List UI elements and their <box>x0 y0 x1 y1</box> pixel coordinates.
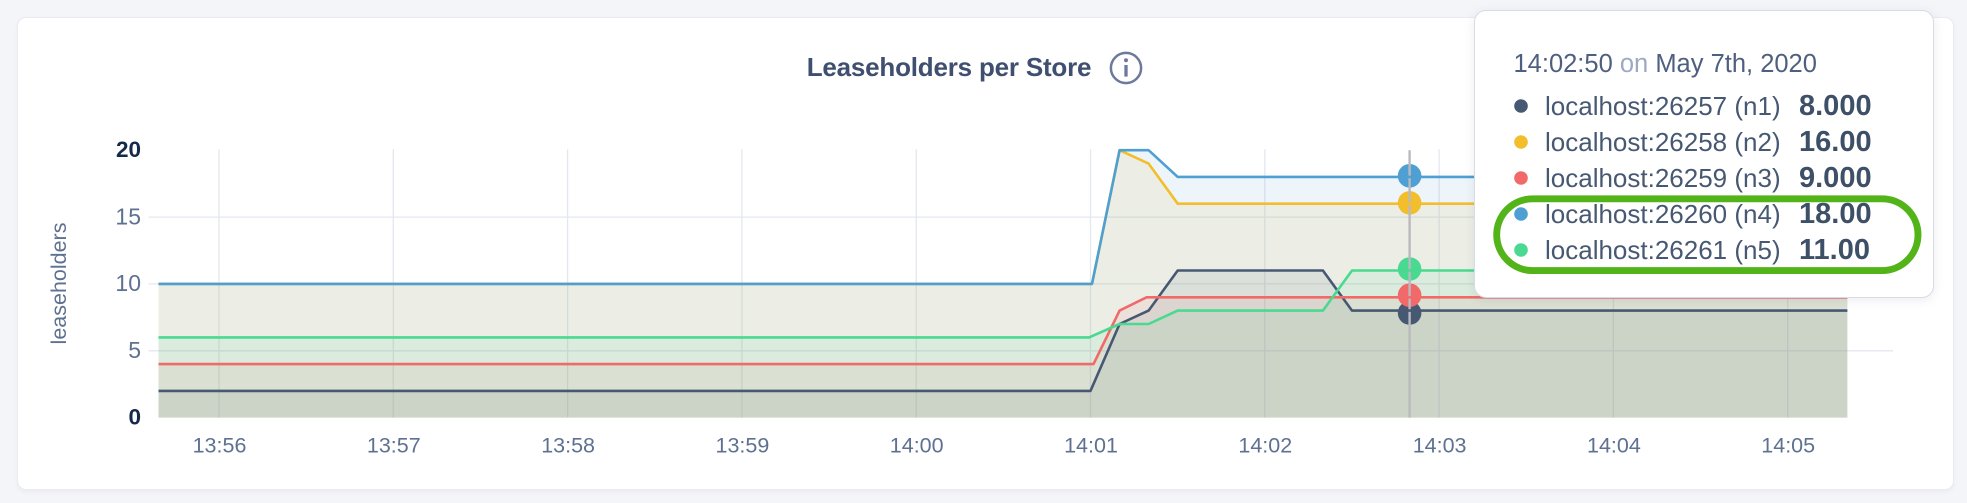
svg-text:10: 10 <box>115 270 141 296</box>
svg-text:15: 15 <box>115 203 141 229</box>
svg-text:localhost:26257 (n1): localhost:26257 (n1) <box>1545 91 1781 121</box>
svg-text:14:04: 14:04 <box>1587 434 1641 458</box>
svg-text:13:59: 13:59 <box>715 434 769 458</box>
svg-text:14:02:50 on May 7th, 2020: 14:02:50 on May 7th, 2020 <box>1514 50 1817 78</box>
svg-text:14:02: 14:02 <box>1238 434 1292 458</box>
svg-text:13:58: 13:58 <box>541 434 595 458</box>
svg-text:18.00: 18.00 <box>1799 198 1872 230</box>
svg-text:14:05: 14:05 <box>1761 434 1815 458</box>
svg-text:13:57: 13:57 <box>367 434 421 458</box>
svg-text:16.00: 16.00 <box>1799 126 1872 158</box>
svg-text:5: 5 <box>128 337 141 363</box>
svg-text:14:01: 14:01 <box>1064 434 1118 458</box>
svg-text:13:56: 13:56 <box>193 434 247 458</box>
svg-text:0: 0 <box>128 404 141 429</box>
svg-text:14:00: 14:00 <box>890 434 944 458</box>
svg-text:8.000: 8.000 <box>1799 90 1872 122</box>
svg-text:localhost:26260 (n4): localhost:26260 (n4) <box>1545 199 1781 229</box>
svg-text:20: 20 <box>116 137 141 162</box>
svg-text:localhost:26259 (n3): localhost:26259 (n3) <box>1545 163 1781 193</box>
svg-text:localhost:26261 (n5): localhost:26261 (n5) <box>1545 235 1781 265</box>
svg-text:14:03: 14:03 <box>1413 434 1467 458</box>
svg-text:leaseholders: leaseholders <box>47 223 71 345</box>
svg-text:11.00: 11.00 <box>1799 234 1870 266</box>
svg-text:localhost:26258 (n2): localhost:26258 (n2) <box>1545 127 1781 157</box>
svg-text:9.000: 9.000 <box>1799 162 1872 194</box>
